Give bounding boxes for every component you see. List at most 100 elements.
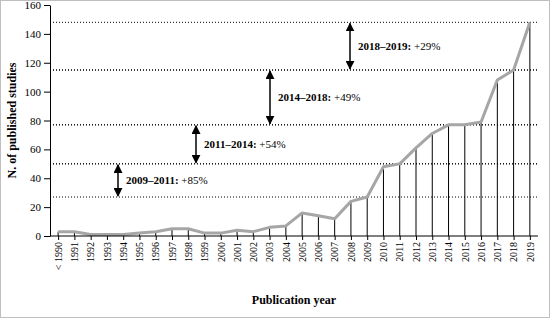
x-tick-mark <box>205 236 206 240</box>
x-tick-label: 2018 <box>508 242 519 262</box>
x-tick-mark <box>237 236 238 240</box>
y-tick-label: 0 <box>36 230 42 242</box>
y-tick-label: 20 <box>30 201 42 213</box>
annotation-arrow <box>349 23 351 69</box>
x-tick-mark <box>383 236 384 240</box>
y-tick-mark <box>44 207 50 208</box>
x-tick: 2001 <box>232 236 243 262</box>
x-tick: 2011 <box>394 236 405 262</box>
y-tick-mark <box>44 236 50 237</box>
x-tick: 2007 <box>329 236 340 262</box>
x-tick-label: 1991 <box>69 242 80 262</box>
x-axis: < 19901991199219931994199519961997199819… <box>50 236 538 270</box>
drop-line <box>334 219 335 236</box>
x-tick-label: 2004 <box>281 242 292 262</box>
y-tick: 40 <box>30 172 50 184</box>
drop-line <box>399 164 400 236</box>
drop-line <box>529 22 530 236</box>
x-tick-label: 1999 <box>199 242 210 262</box>
x-tick-label: 1995 <box>134 242 145 262</box>
x-tick-label: 2008 <box>346 242 357 262</box>
y-tick-label: 140 <box>25 28 42 40</box>
x-tick-mark <box>253 236 254 240</box>
y-tick: 80 <box>30 115 50 127</box>
drop-line <box>383 167 384 236</box>
x-tick: 2002 <box>248 236 259 262</box>
x-tick-mark <box>497 236 498 240</box>
x-tick-label: 2014 <box>443 242 454 262</box>
x-tick-label: 1996 <box>150 242 161 262</box>
drop-line <box>302 213 303 236</box>
annotation-label: 2011–2014: +54% <box>204 138 286 150</box>
x-tick-label: 2017 <box>492 242 503 262</box>
x-tick: 2010 <box>378 236 389 262</box>
x-tick-mark <box>335 236 336 240</box>
x-tick: 2017 <box>492 236 503 262</box>
drop-line <box>367 197 368 236</box>
y-tick: 20 <box>30 201 50 213</box>
y-tick-mark <box>44 34 50 35</box>
y-tick-mark <box>44 149 50 150</box>
plot-area <box>58 22 530 236</box>
drop-line <box>497 80 498 236</box>
x-tick: 2000 <box>216 236 227 262</box>
drop-line <box>432 133 433 236</box>
y-axis: 020406080100120140160 <box>25 0 51 242</box>
x-tick: 2006 <box>313 236 324 262</box>
x-tick-label: 2015 <box>460 242 471 262</box>
y-tick: 100 <box>25 86 51 98</box>
x-tick: 2013 <box>427 236 438 262</box>
x-tick-label: 2010 <box>378 242 389 262</box>
y-tick-label: 120 <box>25 57 42 69</box>
x-tick-label: 1997 <box>167 242 178 262</box>
y-axis-line <box>50 6 51 237</box>
reference-line <box>50 22 538 23</box>
x-tick-mark <box>156 236 157 240</box>
y-tick-label: 100 <box>25 86 42 98</box>
x-tick-label: < 1990 <box>53 242 64 270</box>
x-tick-mark <box>400 236 401 240</box>
annotation-arrow <box>195 126 197 163</box>
y-axis-title: N. of published studies <box>5 62 19 178</box>
drop-line <box>350 201 351 236</box>
x-tick-mark <box>432 236 433 240</box>
x-tick-label: 2000 <box>216 242 227 262</box>
x-tick: 2008 <box>346 236 357 262</box>
annotation-label: 2014–2018: +49% <box>278 91 360 103</box>
x-tick-mark <box>107 236 108 240</box>
x-tick: 2005 <box>297 236 308 262</box>
x-tick-mark <box>139 236 140 240</box>
y-tick: 0 <box>36 230 51 242</box>
x-tick: < 1990 <box>53 236 64 270</box>
y-tick-label: 40 <box>30 172 42 184</box>
x-tick-mark <box>416 236 417 240</box>
x-tick-label: 1998 <box>183 242 194 262</box>
annotation-label: 2018–2019: +29% <box>358 40 440 52</box>
x-tick-mark <box>91 236 92 240</box>
x-tick-mark <box>481 236 482 240</box>
annotation-arrow <box>117 165 119 196</box>
x-tick-label: 2019 <box>525 242 536 262</box>
x-axis-title: Publication year <box>252 293 337 307</box>
x-tick: 2004 <box>281 236 292 262</box>
x-tick-label: 2007 <box>329 242 340 262</box>
drop-line <box>481 122 482 236</box>
x-tick-mark <box>286 236 287 240</box>
annotation-label: 2009–2011: +85% <box>126 174 208 186</box>
x-tick-label: 2016 <box>476 242 487 262</box>
x-tick-mark <box>465 236 466 240</box>
x-tick-mark <box>449 236 450 240</box>
x-tick-mark <box>367 236 368 240</box>
x-tick-label: 2002 <box>248 242 259 262</box>
x-tick-mark <box>514 236 515 240</box>
y-tick-mark <box>44 178 50 179</box>
x-tick-label: 2005 <box>297 242 308 262</box>
x-tick-label: 1993 <box>102 242 113 262</box>
x-tick: 2014 <box>443 236 454 262</box>
data-line <box>58 22 530 234</box>
drop-line <box>464 125 465 236</box>
x-tick-label: 2009 <box>362 242 373 262</box>
x-tick: 2003 <box>264 236 275 262</box>
x-tick-label: 1994 <box>118 242 129 262</box>
y-tick-label: 160 <box>25 0 42 11</box>
